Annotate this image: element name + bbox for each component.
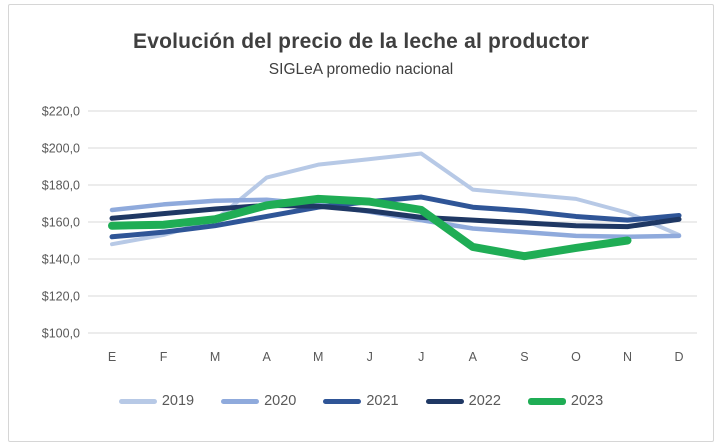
x-tick-label-11: D	[675, 350, 684, 364]
y-tick-label: $180,0	[42, 179, 80, 193]
x-tick-label-1: F	[160, 350, 168, 364]
legend-item-2019: 2019	[118, 393, 195, 409]
legend-label-2023: 2023	[570, 393, 604, 409]
chart-subtitle: SIGLeA promedio nacional	[268, 61, 454, 78]
x-tick-label-2: M	[210, 350, 220, 364]
x-tick-label-4: M	[313, 350, 323, 364]
y-tick-label: $100,0	[42, 327, 80, 341]
series-line-2023	[108, 194, 632, 261]
x-tick-label-3: A	[262, 350, 271, 364]
x-tick-label-6: J	[418, 350, 424, 364]
legend-label-2022: 2022	[468, 393, 501, 409]
x-tick-label-8: S	[520, 350, 528, 364]
legend-item-2020: 2020	[221, 393, 296, 409]
legend-swatch-2019	[118, 398, 157, 404]
y-tick-label: $220,0	[42, 105, 80, 119]
legend-swatch-2023	[527, 397, 566, 405]
x-tick-label-5: J	[367, 350, 373, 364]
legend-label-2019: 2019	[161, 393, 195, 409]
legend-label-2020: 2020	[264, 393, 297, 409]
x-tick-label-7: A	[469, 350, 478, 364]
y-tick-label: $120,0	[42, 290, 80, 304]
y-tick-label: $160,0	[42, 216, 80, 230]
chart-title: Evolución del precio de la leche al prod…	[133, 30, 589, 53]
x-tick-label-0: E	[108, 350, 116, 364]
legend-swatch-2022	[425, 398, 464, 404]
legend-item-2023: 2023	[527, 393, 604, 409]
chart-legend: 2019 2020 2021 2022 2023	[0, 393, 722, 409]
legend-label-2021: 2021	[366, 393, 399, 409]
x-tick-label-10: N	[623, 350, 632, 364]
series-line-2022	[109, 202, 682, 230]
legend-item-2021: 2021	[323, 393, 399, 409]
y-tick-label: $200,0	[42, 142, 80, 156]
series-line-2021	[109, 194, 682, 240]
legend-item-2022: 2022	[425, 393, 501, 409]
legend-swatch-2021	[323, 398, 362, 404]
y-tick-label: $140,0	[42, 253, 80, 267]
x-tick-label-9: O	[571, 350, 581, 364]
legend-swatch-2020	[221, 398, 260, 404]
